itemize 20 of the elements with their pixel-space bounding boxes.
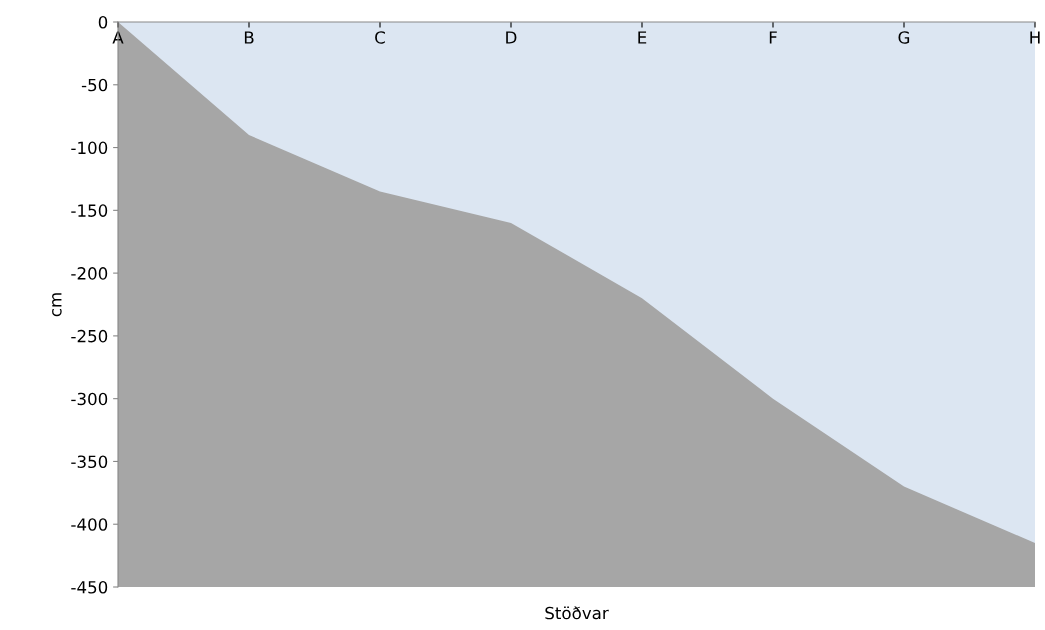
y-tick-label: -350 (71, 455, 108, 469)
x-tick-label: C (375, 31, 385, 44)
y-tick-label: -200 (71, 267, 108, 280)
x-tick-label: D (506, 31, 517, 44)
y-tick-label: 0 (98, 15, 108, 29)
y-tick-label: -250 (71, 329, 108, 343)
x-tick-label: H (1030, 31, 1040, 44)
y-tick-label: -300 (71, 392, 108, 406)
x-tick-label: G (898, 31, 910, 44)
x-tick-label: B (244, 31, 254, 44)
x-tick-label: A (112, 31, 124, 44)
y-tick-label: -100 (71, 141, 108, 155)
y-tick-label: -400 (71, 518, 108, 531)
x-tick-label: E (638, 31, 647, 44)
x-tick-label: F (769, 31, 777, 44)
y-tick-label: -50 (81, 78, 108, 92)
x-axis-title: Stöðvar (545, 606, 609, 620)
y-tick-label: -150 (71, 204, 108, 217)
y-tick-label: -450 (71, 580, 108, 594)
y-axis-title: cm (52, 293, 62, 317)
